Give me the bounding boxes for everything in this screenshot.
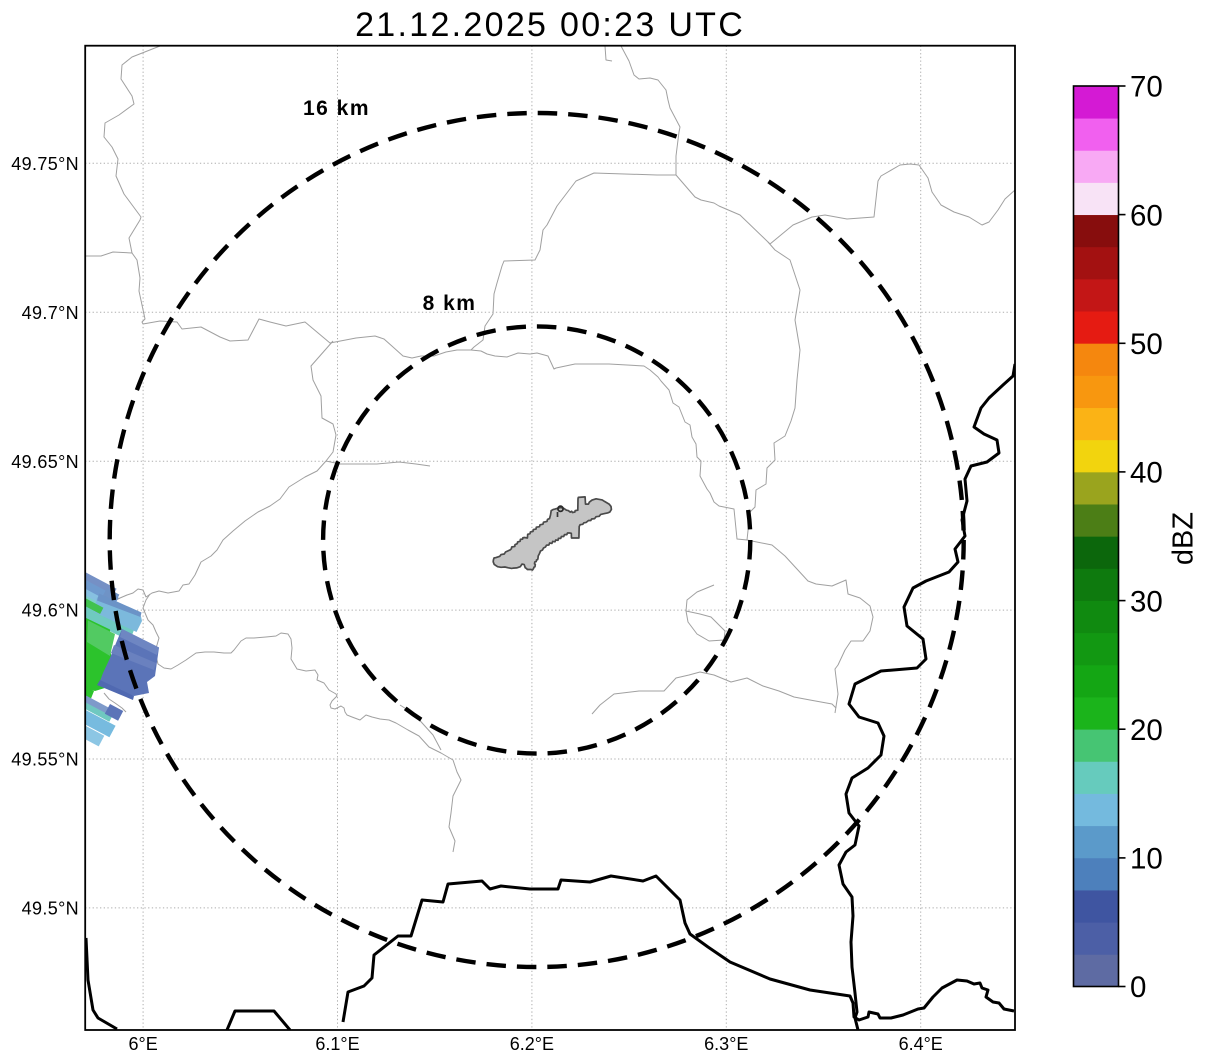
svg-text:6°E: 6°E: [128, 1034, 157, 1054]
svg-text:8 km: 8 km: [423, 292, 477, 315]
svg-text:40: 40: [1130, 457, 1163, 490]
svg-text:49.6°N: 49.6°N: [22, 601, 79, 621]
svg-text:49.55°N: 49.55°N: [11, 750, 79, 770]
svg-text:70: 70: [1130, 71, 1163, 104]
svg-text:6.1°E: 6.1°E: [315, 1034, 359, 1054]
svg-text:6.2°E: 6.2°E: [510, 1034, 554, 1054]
svg-text:49.7°N: 49.7°N: [22, 303, 79, 323]
svg-text:49.5°N: 49.5°N: [22, 899, 79, 919]
svg-text:dBZ: dBZ: [1168, 512, 1200, 565]
svg-text:6.3°E: 6.3°E: [704, 1034, 748, 1054]
svg-text:16 km: 16 km: [303, 97, 370, 120]
svg-text:20: 20: [1130, 714, 1163, 747]
svg-text:10: 10: [1130, 843, 1163, 876]
svg-text:49.75°N: 49.75°N: [11, 154, 79, 174]
svg-text:0: 0: [1130, 971, 1146, 1004]
svg-text:50: 50: [1130, 328, 1163, 361]
svg-text:21.12.2025 00:23 UTC: 21.12.2025 00:23 UTC: [355, 6, 745, 44]
svg-text:30: 30: [1130, 585, 1163, 618]
svg-text:6.4°E: 6.4°E: [899, 1034, 943, 1054]
svg-text:49.65°N: 49.65°N: [11, 452, 79, 472]
svg-text:60: 60: [1130, 199, 1163, 232]
